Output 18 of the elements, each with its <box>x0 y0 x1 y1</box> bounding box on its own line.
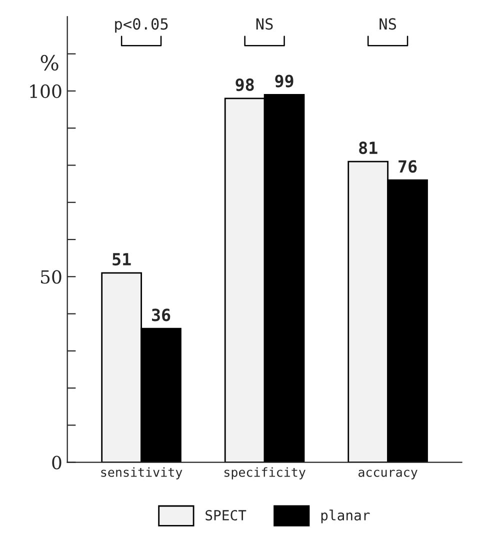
data-label: 81 <box>359 142 378 154</box>
annotation: p<0.05 <box>115 18 168 33</box>
y-tick-label: 100 <box>30 84 62 98</box>
legend-label: SPECT <box>206 510 246 521</box>
x-tick-label: sensitivity <box>101 467 182 480</box>
y-tick-label: 0 <box>52 456 62 470</box>
legend-label: planar <box>321 510 370 524</box>
x-tick-label: accuracy <box>358 470 418 480</box>
data-label: 99 <box>275 74 294 88</box>
data-label: 51 <box>112 253 131 266</box>
y-axis-title: % <box>40 54 58 71</box>
data-label: 98 <box>236 78 254 92</box>
y-tick-label: 50 <box>41 270 62 284</box>
data-label: 36 <box>152 308 170 322</box>
annotation: NS <box>256 18 273 30</box>
data-label: 76 <box>398 160 417 173</box>
x-tick-label: specificity <box>224 467 306 480</box>
annotation: NS <box>380 18 396 30</box>
